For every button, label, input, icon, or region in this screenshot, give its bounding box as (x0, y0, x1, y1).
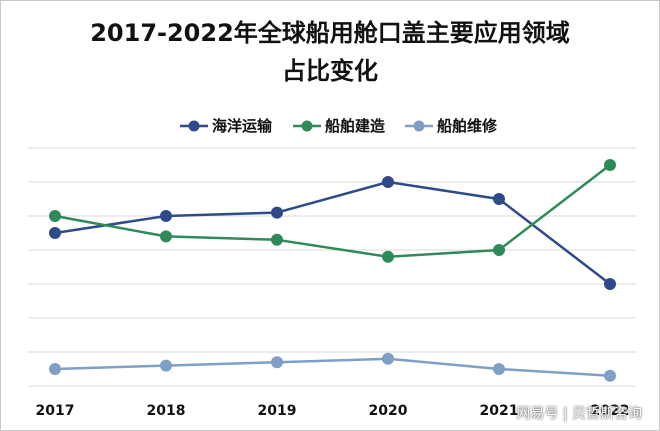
data-point (271, 233, 283, 246)
legend-label: 海洋运输 (212, 117, 273, 135)
data-point (271, 356, 283, 369)
data-point (493, 363, 505, 375)
x-tick-label: 2022 (591, 403, 630, 419)
x-tick-label: 2019 (258, 403, 297, 419)
legend-label: 船舶建造 (325, 117, 385, 135)
data-point (604, 278, 616, 290)
x-tick-label: 2020 (369, 403, 408, 419)
legend-marker (301, 120, 313, 132)
data-point (382, 352, 394, 365)
data-point (493, 193, 505, 205)
data-point (493, 244, 505, 256)
data-point (382, 250, 394, 263)
data-point (49, 210, 61, 222)
series-line-2 (54, 164, 611, 259)
legend-label: 船舶维修 (437, 117, 498, 135)
x-tick-label: 2018 (147, 403, 186, 419)
chart-title: 2017-2022年全球船用舱口盖主要应用领域 占比变化 (0, 14, 660, 90)
chart-title-line-1: 2017-2022年全球船用舱口盖主要应用领域 (90, 19, 570, 47)
chart-title-line-2: 占比变化 (282, 57, 378, 85)
data-point (160, 210, 172, 222)
legend-marker (413, 120, 425, 132)
x-tick-label: 2017 (36, 403, 75, 419)
data-point (49, 363, 61, 375)
legend-marker (188, 120, 200, 132)
data-point (49, 227, 61, 239)
data-point (382, 176, 394, 188)
x-tick-label: 2021 (480, 403, 519, 419)
data-point (604, 369, 616, 382)
data-point (160, 359, 172, 372)
watermark: 网易号 | 贝哲斯咨询 (516, 406, 642, 422)
data-point (160, 230, 172, 243)
data-point (271, 206, 283, 219)
data-point (604, 159, 616, 171)
series-line-3 (54, 357, 611, 378)
series-line-1 (54, 180, 611, 285)
